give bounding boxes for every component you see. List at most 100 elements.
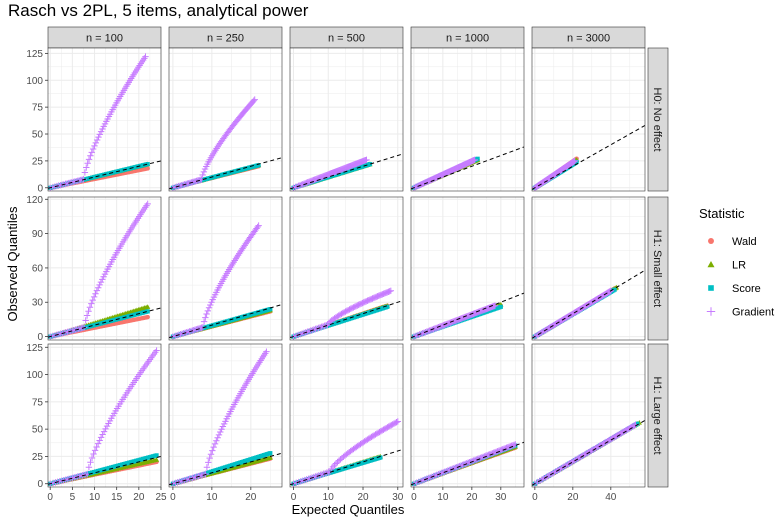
panel-border	[531, 47, 646, 192]
data-point	[590, 445, 598, 453]
x-tick-label: 10	[206, 492, 218, 503]
data-point	[457, 462, 465, 469]
data-point	[597, 441, 605, 449]
data-point	[100, 428, 108, 435]
data-point	[343, 307, 351, 315]
data-point	[251, 96, 258, 103]
series-gradient	[169, 222, 262, 340]
data-point	[142, 53, 149, 60]
x-tick-label: 40	[605, 492, 617, 503]
legend-item-lr: LR	[707, 260, 746, 272]
y-tick-label: 100	[26, 76, 43, 87]
data-point	[387, 287, 395, 295]
panel-data	[169, 222, 282, 340]
series-gradient	[532, 157, 578, 191]
facet-panel	[289, 196, 404, 341]
data-point	[202, 314, 209, 321]
panel-background	[290, 197, 403, 340]
x-tick-label: 0	[47, 492, 53, 503]
data-point	[207, 301, 214, 309]
data-point	[93, 287, 101, 294]
panel-background	[411, 48, 524, 191]
legend-item-gradient: Gradient	[706, 307, 774, 319]
data-point	[145, 162, 150, 167]
data-point	[203, 310, 210, 318]
data-point	[612, 287, 617, 292]
data-point	[346, 306, 353, 313]
row-strip	[647, 196, 669, 341]
data-point	[336, 311, 344, 318]
facet-grid: n = 100 n = 250 n = 500 n = 1000 n = 3000 H0:…	[26, 26, 669, 503]
column-strip-label: n = 100	[86, 33, 123, 45]
y-tick-label: 0	[37, 479, 43, 490]
reference-line	[48, 455, 161, 485]
panel-data	[290, 418, 403, 487]
panel-border	[47, 47, 162, 192]
x-tick-label: 0	[532, 492, 538, 503]
data-point	[94, 440, 102, 447]
data-point	[89, 145, 97, 153]
column-strip-label: n = 500	[328, 33, 365, 45]
data-point	[267, 454, 273, 460]
legend-label: Wald	[732, 236, 757, 248]
data-point	[97, 434, 105, 441]
panel-border	[531, 343, 646, 488]
data-point	[91, 142, 98, 150]
data-point	[91, 447, 99, 454]
panel-data	[411, 292, 524, 340]
data-point	[88, 300, 95, 307]
y-tick-label: 50	[32, 425, 44, 436]
data-point	[204, 307, 212, 315]
data-point	[87, 152, 94, 159]
data-point	[207, 451, 215, 458]
panel-border	[168, 47, 283, 192]
legend-key	[706, 307, 716, 316]
data-point	[263, 348, 270, 355]
data-point	[206, 454, 213, 462]
x-tick-label: 0	[170, 492, 176, 503]
data-point	[342, 308, 349, 315]
data-point	[153, 457, 160, 462]
reference-line	[532, 124, 645, 190]
x-axis-title: Expected Quantiles	[292, 502, 405, 517]
series-gradient	[411, 302, 499, 340]
data-point	[373, 430, 381, 437]
y-tick-label: 90	[32, 229, 44, 240]
panel-data	[290, 153, 403, 191]
data-point	[144, 200, 151, 208]
row-strip-label: H0: No effect	[651, 88, 663, 152]
data-point	[483, 452, 491, 459]
data-point	[367, 162, 373, 167]
data-point	[87, 459, 94, 466]
y-tick-label: 30	[32, 298, 44, 309]
x-tick-label: 5	[70, 492, 76, 503]
data-point	[153, 347, 160, 354]
y-tick-label: 60	[32, 263, 44, 274]
data-point	[219, 423, 227, 430]
reference-line	[290, 153, 403, 190]
panel-border	[410, 196, 525, 341]
facet-panel	[47, 196, 162, 341]
data-point	[498, 304, 503, 309]
data-point	[469, 457, 476, 465]
column-strip-label: n = 250	[207, 33, 244, 45]
facet-panel	[47, 47, 162, 192]
reference-line	[290, 300, 403, 339]
data-point	[99, 276, 106, 283]
panel-border	[168, 343, 283, 488]
data-point	[606, 288, 614, 295]
data-point	[145, 314, 150, 320]
data-point	[154, 453, 159, 458]
data-point	[200, 168, 208, 176]
data-point	[215, 431, 223, 439]
row-strip-label: H1: Small effect	[651, 230, 663, 307]
facet-panel	[289, 343, 404, 488]
reference-line	[48, 307, 161, 338]
x-tick-label: 15	[111, 492, 123, 503]
data-point	[93, 136, 101, 144]
legend-key	[708, 285, 714, 291]
data-point	[145, 309, 150, 314]
x-tick-label: 20	[357, 492, 369, 503]
x-tick-label: 30	[392, 492, 404, 503]
y-tick-label: 50	[32, 130, 44, 141]
